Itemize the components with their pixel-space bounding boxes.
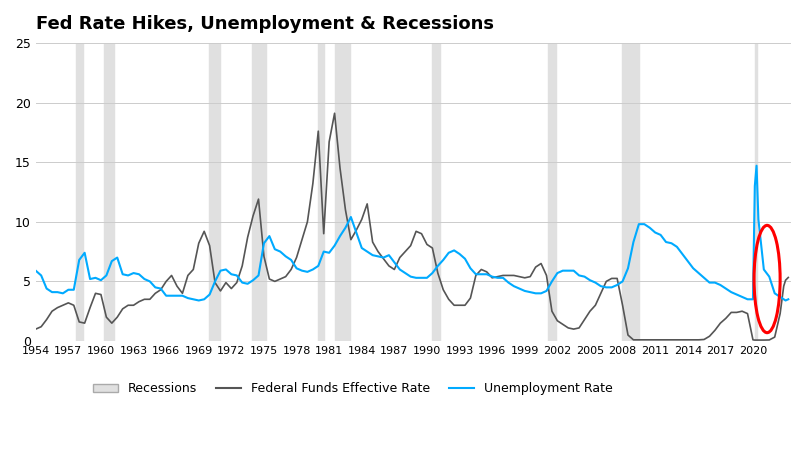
- Bar: [621, 43, 639, 341]
- Unemployment Rate: [520, 288, 530, 294]
- Bar: [548, 43, 556, 341]
- Federal Funds Effective Rate: [783, 274, 793, 280]
- Federal Funds Effective Rate: [716, 320, 725, 326]
- Federal Funds Effective Rate: [520, 275, 530, 281]
- Unemployment Rate: [752, 163, 762, 169]
- Unemployment Rate: [405, 274, 415, 280]
- Unemployment Rate: [270, 247, 280, 252]
- Bar: [104, 43, 114, 341]
- Bar: [334, 43, 350, 341]
- Legend: Recessions, Federal Funds Effective Rate, Unemployment Rate: Recessions, Federal Funds Effective Rate…: [88, 377, 617, 400]
- Federal Funds Effective Rate: [31, 326, 40, 332]
- Unemployment Rate: [31, 268, 40, 274]
- Unemployment Rate: [783, 296, 793, 302]
- Unemployment Rate: [438, 257, 448, 263]
- Bar: [432, 43, 439, 341]
- Federal Funds Effective Rate: [264, 276, 274, 282]
- Federal Funds Effective Rate: [405, 243, 415, 248]
- Line: Federal Funds Effective Rate: Federal Funds Effective Rate: [35, 113, 788, 340]
- Bar: [252, 43, 266, 341]
- Federal Funds Effective Rate: [438, 287, 448, 293]
- Bar: [754, 43, 757, 341]
- Federal Funds Effective Rate: [536, 260, 546, 266]
- Federal Funds Effective Rate: [750, 337, 759, 343]
- Bar: [76, 43, 83, 341]
- Unemployment Rate: [194, 298, 204, 303]
- Bar: [318, 43, 324, 341]
- Unemployment Rate: [716, 282, 725, 288]
- Unemployment Rate: [536, 290, 546, 296]
- Line: Unemployment Rate: Unemployment Rate: [35, 166, 788, 301]
- Bar: [209, 43, 219, 341]
- Federal Funds Effective Rate: [330, 110, 339, 116]
- Text: Fed Rate Hikes, Unemployment & Recessions: Fed Rate Hikes, Unemployment & Recession…: [35, 15, 494, 33]
